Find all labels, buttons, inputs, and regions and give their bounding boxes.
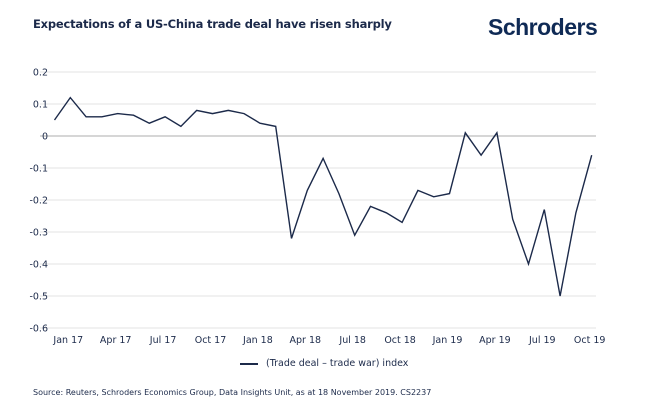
- x-tick-label: Apr 17: [100, 335, 132, 346]
- x-tick-label: Jul 17: [149, 335, 177, 346]
- x-tick-label: Apr 18: [290, 335, 322, 346]
- y-tick-label: 0.2: [33, 68, 48, 79]
- x-tick-label: Jul 18: [338, 335, 366, 346]
- legend: (Trade deal – trade war) index: [240, 358, 408, 369]
- y-tick-label: -0.3: [29, 228, 48, 239]
- y-tick-label: -0.6: [29, 324, 48, 335]
- series-line-index: [53, 96, 593, 297]
- y-tick-label: 0: [42, 132, 48, 143]
- legend-line-swatch: [240, 362, 258, 365]
- chart-title: Expectations of a US-China trade deal ha…: [33, 17, 392, 31]
- x-tick-label: Oct 18: [384, 335, 416, 346]
- y-tick-label: -0.5: [29, 292, 48, 303]
- y-tick-label: -0.1: [29, 164, 48, 175]
- x-tick-label: Jan 19: [432, 335, 463, 346]
- x-tick-label: Oct 19: [574, 335, 606, 346]
- schroders-logo: Schroders: [488, 14, 598, 40]
- y-tick-label: -0.2: [29, 196, 48, 207]
- y-tick-label: 0.1: [33, 100, 48, 111]
- legend-label: (Trade deal – trade war) index: [266, 358, 409, 369]
- x-tick-label: Jan 17: [52, 335, 83, 346]
- y-tick-label: -0.4: [29, 260, 48, 271]
- x-tick-label: Jul 19: [528, 335, 556, 346]
- source-note: Source: Reuters, Schroders Economics Gro…: [33, 388, 432, 397]
- x-tick-label: Apr 19: [479, 335, 511, 346]
- x-tick-label: Jan 18: [242, 335, 273, 346]
- x-tick-label: Oct 17: [195, 335, 227, 346]
